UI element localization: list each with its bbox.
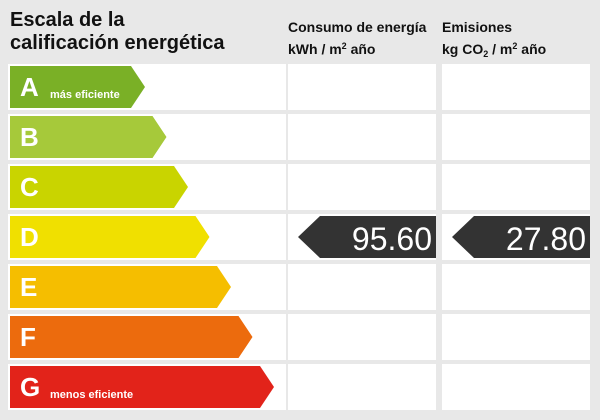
rating-arrow-e: E (10, 266, 231, 308)
rating-letter: D (20, 222, 39, 252)
rating-bar-cell: E (8, 264, 286, 310)
emissions-cell (442, 64, 590, 110)
emissions-column-label: Emisiones (442, 19, 513, 35)
rating-letter: B (20, 122, 39, 152)
rating-arrow-c: C (10, 166, 188, 208)
energy-cell (288, 364, 436, 410)
emissions-column-unit: kg CO2 / m2 año (442, 41, 547, 59)
rating-bar-cell: C (8, 164, 286, 210)
energy-column-header: Consumo de energía kWh / m2 año (288, 18, 426, 59)
rating-row-e: E (0, 264, 600, 310)
emissions-cell: 27.80 (442, 214, 590, 260)
rating-arrow-b: B (10, 116, 167, 158)
rating-row-d: D 95.60 27.80 (0, 214, 600, 260)
energy-cell (288, 64, 436, 110)
emissions-cell (442, 314, 590, 360)
rating-letter: F (20, 322, 36, 352)
energy-column-label: Consumo de energía (288, 19, 427, 35)
rating-caption: más eficiente (50, 89, 120, 101)
scale-title: Escala de la calificación energética (10, 9, 225, 54)
rating-bar-cell: F (8, 314, 286, 360)
emissions-cell (442, 164, 590, 210)
energy-cell (288, 264, 436, 310)
energy-cell: 95.60 (288, 214, 436, 260)
rating-row-c: C (0, 164, 600, 210)
emissions-cell (442, 114, 590, 160)
energy-value: 95.60 (351, 221, 432, 257)
energy-cell (288, 164, 436, 210)
rating-letter: A (20, 72, 39, 102)
emissions-cell (442, 364, 590, 410)
rating-letter: E (20, 272, 38, 302)
rating-arrow-f: F (10, 316, 253, 358)
energy-cell (288, 114, 436, 160)
rating-letter: G (20, 372, 41, 402)
energy-column-unit: kWh / m2 año (288, 41, 376, 57)
rating-arrow-d: D (10, 216, 210, 258)
rating-caption: menos eficiente (50, 389, 134, 401)
rating-bar-cell: D (8, 214, 286, 260)
energy-cell (288, 314, 436, 360)
emissions-column-header: Emisiones kg CO2 / m2 año (442, 18, 546, 64)
rating-letter: C (20, 172, 39, 202)
emissions-value: 27.80 (505, 221, 586, 257)
emissions-pointer: 27.80 (452, 216, 590, 258)
rating-row-b: B (0, 114, 600, 160)
energy-pointer: 95.60 (298, 216, 436, 258)
rating-row-f: F (0, 314, 600, 360)
rating-bar-cell: B (8, 114, 286, 160)
emissions-cell (442, 264, 590, 310)
